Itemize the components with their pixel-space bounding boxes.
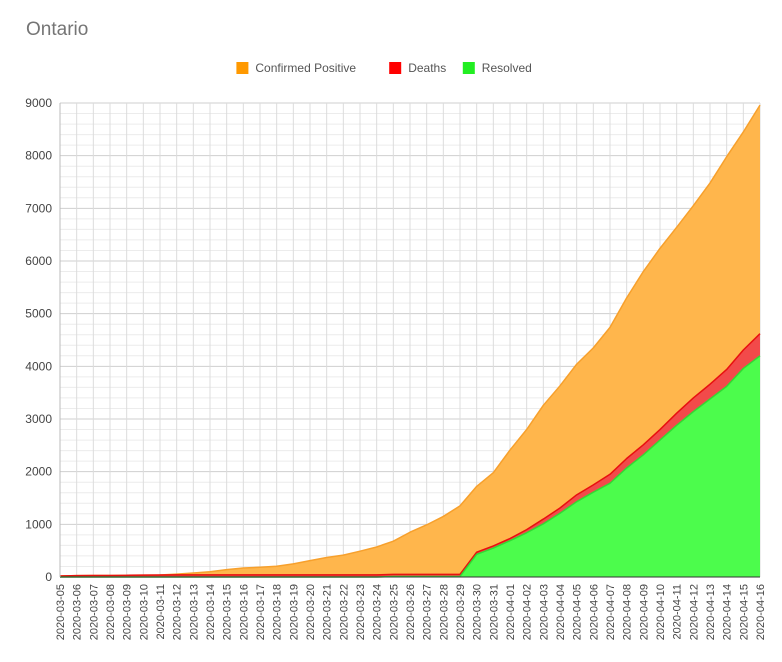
y-tick-label: 0: [45, 570, 52, 584]
x-tick-label: 2020-04-14: [722, 584, 734, 640]
x-tick-label: 2020-04-01: [505, 584, 517, 640]
x-tick-label: 2020-03-24: [372, 584, 384, 640]
y-tick-label: 8000: [25, 149, 52, 163]
line-series-1: [59, 333, 761, 577]
legend-label: Resolved: [482, 61, 532, 75]
x-tick-label: 2020-04-03: [538, 584, 550, 640]
legend-swatch: [462, 62, 475, 74]
x-tick-label: 2020-04-15: [738, 584, 750, 640]
x-tick-label: 2020-03-30: [472, 584, 484, 640]
x-tick-label: 2020-04-12: [688, 584, 700, 640]
x-tick-label: 2020-03-23: [355, 584, 367, 640]
x-tick-label: 2020-03-18: [272, 584, 284, 640]
y-tick-label: 3000: [25, 412, 52, 426]
y-tick-label: 1000: [25, 517, 52, 531]
axes: 0 1000 2000 3000 4000 5000 6000 7000 8000 9000 202…: [25, 96, 767, 640]
x-tick-label: 2020-04-02: [522, 584, 534, 640]
x-tick-label: 2020-03-06: [72, 584, 84, 640]
x-tick-label: 2020-03-11: [155, 584, 167, 639]
area-series-2: [60, 355, 760, 577]
x-tick-label: 2020-04-10: [655, 584, 667, 640]
legend-label: Confirmed Positive: [255, 61, 356, 75]
x-tick-label: 2020-03-19: [288, 584, 300, 640]
x-tick-label: 2020-03-31: [488, 584, 500, 640]
y-tick-label: 4000: [25, 359, 52, 373]
line-series-0: [59, 104, 761, 577]
x-tick-label: 2020-03-14: [205, 584, 217, 640]
x-tick-label: 2020-04-13: [705, 584, 717, 640]
legend: Confirmed Positive Deaths Resolved: [236, 61, 532, 75]
x-tick-label: 2020-03-21: [322, 584, 334, 640]
x-tick-label: 2020-03-26: [405, 584, 417, 640]
x-tick-label: 2020-03-27: [422, 584, 434, 640]
x-tick-label: 2020-03-20: [305, 584, 317, 640]
x-tick-label: 2020-04-16: [755, 584, 767, 640]
x-tick-label: 2020-04-06: [588, 584, 600, 640]
chart-title: Ontario: [26, 19, 88, 40]
y-tick-label: 6000: [25, 254, 52, 268]
area-series-0: [60, 105, 760, 578]
x-tick-label: 2020-03-16: [238, 584, 250, 640]
x-tick-label: 2020-03-29: [455, 584, 467, 640]
x-tick-label: 2020-03-25: [388, 584, 400, 640]
x-tick-label: 2020-03-09: [122, 584, 134, 640]
x-tick-label: 2020-03-05: [55, 584, 67, 640]
y-tick-label: 5000: [25, 307, 52, 321]
x-tick-label: 2020-04-07: [605, 584, 617, 640]
y-tick-label: 2000: [25, 465, 52, 479]
x-tick-label: 2020-03-07: [88, 584, 100, 640]
x-tick-label: 2020-03-28: [438, 584, 450, 640]
x-tick-label: 2020-03-15: [222, 584, 234, 640]
x-tick-label: 2020-04-05: [572, 584, 584, 640]
x-tick-label: 2020-03-08: [105, 584, 117, 640]
legend-swatch: [389, 62, 402, 74]
x-tick-label: 2020-04-11: [672, 584, 684, 639]
y-tick-label: 9000: [25, 96, 52, 110]
x-tick-label: 2020-04-04: [555, 584, 567, 640]
x-tick-label: 2020-04-08: [622, 584, 634, 640]
x-tick-label: 2020-04-09: [638, 584, 650, 640]
x-tick-label: 2020-03-13: [188, 584, 200, 640]
y-tick-label: 7000: [25, 201, 52, 215]
legend-label: Deaths: [408, 61, 446, 75]
x-tick-label: 2020-03-22: [338, 584, 350, 640]
x-tick-label: 2020-03-10: [138, 584, 150, 640]
x-tick-label: 2020-03-17: [255, 584, 267, 640]
x-tick-label: 2020-03-12: [172, 584, 184, 640]
legend-swatch: [236, 62, 249, 74]
